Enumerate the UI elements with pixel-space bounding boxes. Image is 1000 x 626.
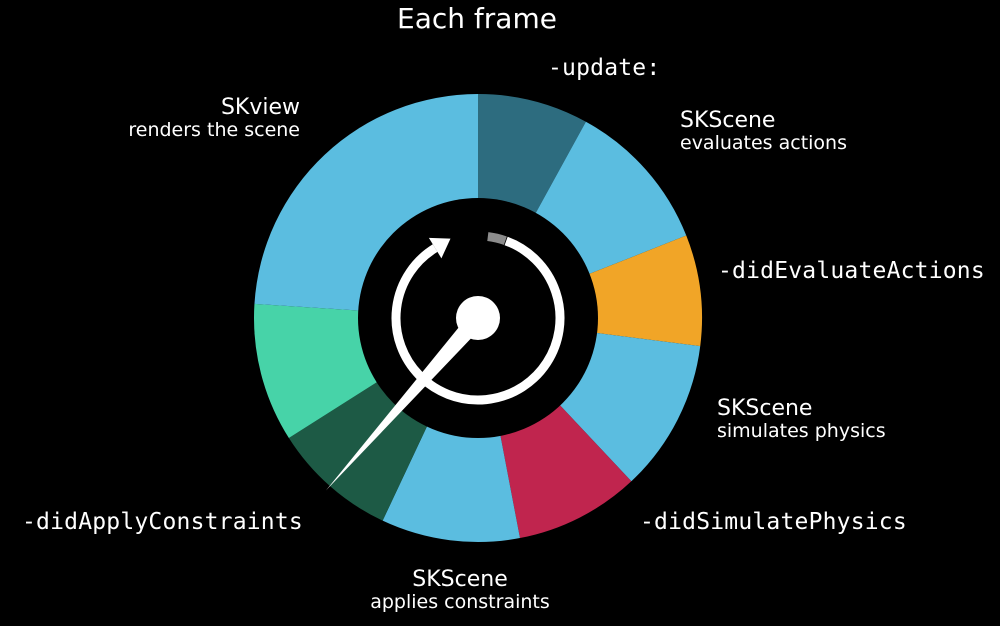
cycle-arc: [391, 236, 565, 405]
label-title: SKScene: [717, 396, 813, 421]
cycle-arrowhead: [428, 237, 451, 259]
label-title: SKScene: [680, 108, 776, 133]
label-title: SKScene: [412, 567, 508, 592]
segment-pre-render: [254, 303, 379, 439]
segment-did-evaluate-actions: [587, 235, 703, 347]
pointer-hand-icon: [325, 296, 500, 491]
segment-update: [478, 94, 586, 215]
segment-did-simulate-physics: [500, 404, 632, 539]
label-subtitle: evaluates actions: [680, 132, 848, 154]
label-subtitle: renders the scene: [128, 119, 300, 141]
label-subtitle: simulates physics: [717, 420, 886, 442]
pointer-needle: [325, 312, 485, 491]
label-did-apply-constraints: -didApplyConstraints: [22, 509, 303, 535]
label-title: SKview: [220, 95, 300, 120]
label-scene-evaluates-actions: SKScene evaluates actions: [680, 108, 847, 154]
label-update: -update:: [548, 55, 661, 81]
label-scene-applies-constraints: SKScene applies constraints: [340, 567, 580, 613]
cycle-arc-tail: [487, 232, 507, 245]
segment-apply-constraints: [382, 424, 520, 542]
pointer-pivot: [456, 296, 500, 340]
label-view-renders: SKview renders the scene: [60, 95, 300, 141]
label-subtitle: applies constraints: [370, 591, 550, 613]
label-did-simulate-physics: -didSimulatePhysics: [640, 509, 907, 535]
label-did-evaluate-actions: -didEvaluateActions: [718, 258, 985, 284]
segment-render: [254, 94, 478, 311]
refresh-cycle-icon: [391, 232, 565, 405]
diagram-title: Each frame: [397, 2, 557, 35]
cycle-ring: [254, 94, 703, 542]
segment-simulate-physics: [558, 332, 701, 482]
label-scene-simulates-physics: SKScene simulates physics: [717, 396, 886, 442]
segment-evaluate-actions: [534, 121, 687, 275]
